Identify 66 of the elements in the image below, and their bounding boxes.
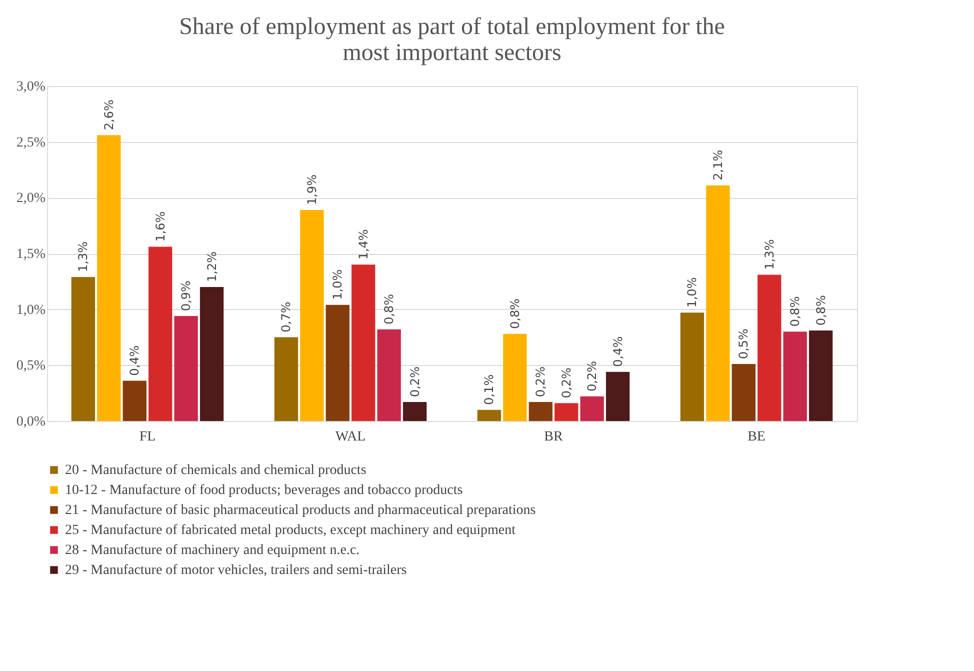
data-label: 0,5% xyxy=(736,328,751,360)
y-tick-label: 0,5% xyxy=(16,358,46,374)
bar xyxy=(706,185,730,421)
bar xyxy=(402,402,427,421)
data-label: 0,2% xyxy=(534,366,548,398)
bar xyxy=(300,210,324,421)
bar xyxy=(174,316,198,421)
y-tick-label: 1,0% xyxy=(16,302,46,318)
bar xyxy=(528,402,552,421)
data-label: 0,1% xyxy=(482,374,496,405)
bar xyxy=(274,337,298,421)
x-tick-label: FL xyxy=(139,430,156,444)
bar xyxy=(606,372,630,421)
legend-label: 29 - Manufacture of motor vehicles, trailers and semi-trailers xyxy=(65,563,407,578)
bar xyxy=(732,364,756,421)
bar xyxy=(680,312,704,421)
legend-label: 20 - Manufacture of chemicals and chemical products xyxy=(65,463,366,478)
data-label: 1,6% xyxy=(153,211,168,242)
bar xyxy=(808,330,833,421)
y-tick-label: 1,5% xyxy=(16,247,46,262)
data-label: 0,2% xyxy=(408,366,422,398)
chart-title: Share of employment as part of total employment for the most important sectors xyxy=(179,14,725,66)
data-label: 0,2% xyxy=(559,368,574,398)
y-tick-label: 3,0% xyxy=(16,80,46,94)
y-tick-label: 2,5% xyxy=(16,135,46,150)
x-tick-label: BR xyxy=(544,430,564,444)
data-label: 0,9% xyxy=(179,280,194,312)
bar xyxy=(477,410,502,421)
legend-label: 28 - Manufacture of machinery and equipment n.e.c. xyxy=(65,543,360,558)
bar xyxy=(377,329,401,421)
y-tick-label: 2,0% xyxy=(16,191,46,206)
data-label: 1,3% xyxy=(762,239,776,270)
legend-label: 21 - Manufacture of basic pharmaceutical products and pharmaceutical preparations xyxy=(65,503,536,518)
x-tick-label: WAL xyxy=(335,430,366,444)
data-label: 1,3% xyxy=(76,241,90,272)
data-label: 1,0% xyxy=(330,269,345,300)
data-label: 0,8% xyxy=(382,294,396,324)
y-tick-label: 0,0% xyxy=(16,414,46,430)
data-label: 0,8% xyxy=(814,295,828,326)
legend-label: 10-12 - Manufacture of food products; beverages and tobacco products xyxy=(65,483,463,498)
bar xyxy=(503,334,527,421)
bar xyxy=(122,380,146,421)
bar xyxy=(554,403,578,421)
data-label: 2,6% xyxy=(102,100,116,130)
bar xyxy=(783,332,807,421)
data-label: 0,2% xyxy=(585,360,600,392)
data-label: 0,8% xyxy=(508,298,522,329)
data-label: 0,7% xyxy=(279,302,294,332)
data-label: 0,4% xyxy=(610,336,625,367)
data-label: 1,0% xyxy=(685,277,700,308)
bar xyxy=(758,274,782,421)
bar xyxy=(148,246,172,421)
legend-label: 25 - Manufacture of fabricated metal products, except machinery and equipment xyxy=(65,523,516,538)
bar xyxy=(352,264,376,421)
data-label: 2,1% xyxy=(710,150,725,180)
bar xyxy=(580,396,604,421)
bar xyxy=(326,304,350,421)
bar xyxy=(71,276,96,421)
data-label: 1,9% xyxy=(304,174,319,205)
data-label: 1,4% xyxy=(356,229,370,260)
x-tick-label: BE xyxy=(748,430,766,444)
data-label: 0,8% xyxy=(788,296,802,327)
data-label: 0,4% xyxy=(128,345,142,376)
bar xyxy=(97,135,121,421)
bar xyxy=(200,287,224,421)
data-label: 1,2% xyxy=(204,252,219,282)
